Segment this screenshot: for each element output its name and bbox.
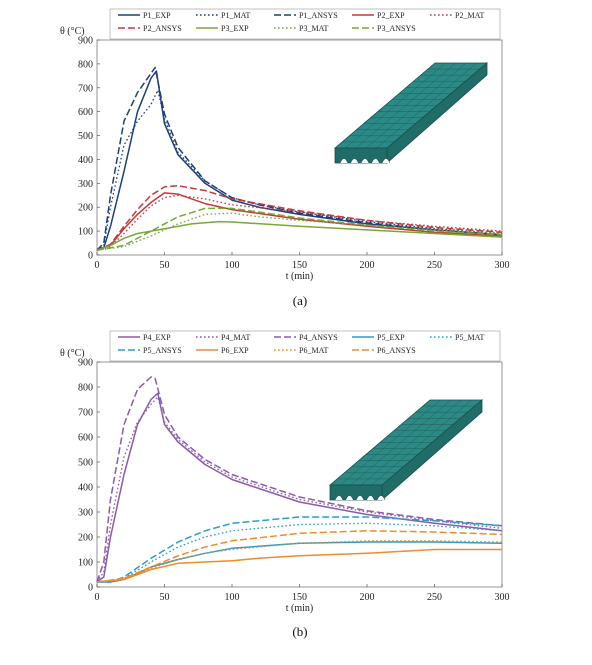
y-tick-label: 500 — [78, 458, 93, 469]
series-line-p6-ansys — [96, 530, 503, 583]
x-tick-label: 0 — [95, 260, 100, 271]
legend-box — [109, 8, 501, 40]
x-tick-label: 100 — [225, 592, 240, 603]
y-tick-label: 200 — [78, 203, 93, 214]
panel-caption: (a) — [293, 293, 307, 308]
panel-caption: (b) — [292, 624, 307, 639]
model-mesh-line — [345, 62, 446, 149]
y-tick-label: 200 — [78, 533, 93, 544]
x-axis-label: t (min) — [286, 603, 314, 614]
x-tick-label: 250 — [427, 260, 442, 271]
legend-label: P3_ANSYS — [377, 24, 416, 33]
x-tick-label: 200 — [360, 260, 375, 271]
legend-label: P3_EXP — [221, 24, 249, 33]
y-tick-label: 700 — [78, 83, 93, 94]
model-rib-notch — [376, 495, 386, 501]
y-axis-label: θ (°C) — [60, 26, 85, 37]
model-mesh-line — [355, 62, 456, 149]
model-illustration — [328, 399, 484, 501]
legend-label: P4_EXP — [143, 333, 171, 342]
series-line-p1-ansys — [96, 66, 503, 251]
legend-label: P5_ANSYS — [143, 346, 182, 355]
y-tick-label: 800 — [78, 59, 93, 70]
model-mesh-line — [366, 62, 467, 149]
y-tick-label: 400 — [78, 483, 93, 494]
series-line-p3-mat — [96, 212, 503, 251]
model-mesh-line — [376, 62, 477, 149]
model-rib-notch — [360, 158, 370, 164]
y-tick-label: 500 — [78, 131, 93, 142]
legend-label: P5_EXP — [377, 333, 405, 342]
x-tick-label: 150 — [292, 260, 307, 271]
model-rib-notch — [345, 495, 354, 501]
model-rib-notch — [339, 158, 349, 164]
series-line-p6-mat — [96, 540, 503, 583]
legend-label: P6_MAT — [299, 346, 328, 355]
model-mesh-line — [361, 399, 462, 486]
model-rib-notch — [350, 158, 359, 164]
x-axis-label: t (min) — [286, 271, 314, 282]
y-tick-label: 300 — [78, 179, 93, 190]
y-tick-label: 100 — [78, 558, 93, 569]
series-line-p2-mat — [96, 194, 503, 251]
model-rib-notch — [381, 158, 391, 164]
y-tick-label: 300 — [78, 508, 93, 519]
y-tick-label: 400 — [78, 155, 93, 166]
legend-label: P2_ANSYS — [143, 24, 182, 33]
legend-label: P6_ANSYS — [377, 346, 416, 355]
series-line-p3-exp — [96, 220, 503, 251]
model-mesh-line — [340, 399, 441, 486]
legend-label: P5_MAT — [455, 333, 484, 342]
legend-label: P6_EXP — [221, 346, 249, 355]
legend-box — [109, 330, 501, 362]
legend-label: P4_ANSYS — [299, 333, 338, 342]
chart-panel-b: 0 100 200 300 400 500 600 700 800 900 0 50 100 150 200… — [60, 330, 510, 639]
series-line-p2-ansys — [96, 184, 503, 251]
model-rib-notch — [366, 495, 375, 501]
y-tick-label: 100 — [78, 227, 93, 238]
x-tick-label: 100 — [225, 260, 240, 271]
model-rib-notch — [355, 495, 365, 501]
x-tick-label: 250 — [427, 592, 442, 603]
model-mesh-line — [371, 399, 472, 486]
y-tick-label: 600 — [78, 107, 93, 118]
y-tick-label: 900 — [78, 358, 93, 369]
x-tick-label: 50 — [160, 592, 170, 603]
x-tick-label: 0 — [95, 592, 100, 603]
x-tick-label: 300 — [495, 260, 510, 271]
series-line-p2-exp — [96, 192, 503, 251]
y-tick-label: 600 — [78, 433, 93, 444]
series-line-p5-mat — [97, 522, 503, 583]
legend-label: P1_ANSYS — [299, 11, 338, 20]
x-tick-label: 50 — [160, 260, 170, 271]
x-tick-label: 150 — [292, 592, 307, 603]
y-tick-label: 700 — [78, 408, 93, 419]
y-tick-label: 0 — [88, 583, 93, 594]
chart-panel-a: 0 100 200 300 400 500 600 700 800 900 0 50 100 150 200… — [60, 8, 510, 308]
series-line-p6-exp — [96, 548, 502, 583]
series-line-p1-exp — [96, 70, 503, 251]
legend-label: P3_MAT — [299, 24, 328, 33]
y-tick-label: 900 — [78, 36, 93, 47]
model-rib-notch — [371, 158, 380, 164]
series-line-p4-mat — [96, 396, 503, 583]
series-line-p5-exp — [97, 541, 503, 583]
legend-label: P1_EXP — [143, 11, 171, 20]
x-tick-label: 200 — [360, 592, 375, 603]
legend-label: P2_MAT — [455, 11, 484, 20]
model-illustration — [333, 62, 489, 164]
y-tick-label: 800 — [78, 383, 93, 394]
series-line-p4-exp — [96, 392, 503, 583]
series-line-p3-ansys — [96, 207, 503, 251]
legend-label: P2_EXP — [377, 11, 405, 20]
legend-label: P1_MAT — [221, 11, 250, 20]
model-mesh-line — [350, 399, 451, 486]
y-tick-label: 0 — [88, 251, 93, 262]
model-rib-notch — [334, 495, 344, 501]
legend-label: P4_MAT — [221, 333, 250, 342]
x-tick-label: 300 — [495, 592, 510, 603]
y-axis-label: θ (°C) — [60, 348, 85, 359]
